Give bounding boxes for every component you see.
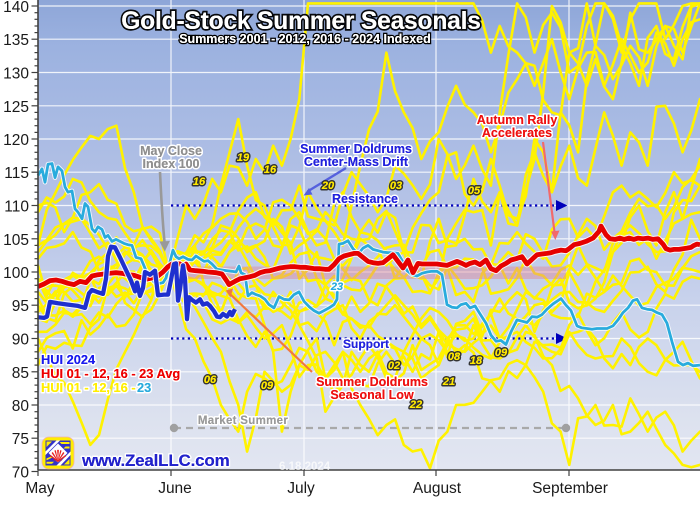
- svg-text:Seasonal Low: Seasonal Low: [330, 388, 414, 402]
- svg-text:www.ZealLLC.com: www.ZealLLC.com: [81, 451, 230, 470]
- svg-text:18: 18: [470, 355, 483, 367]
- svg-text:09: 09: [495, 347, 508, 359]
- svg-text:22: 22: [409, 399, 422, 411]
- svg-text:95: 95: [12, 298, 29, 315]
- svg-text:80: 80: [12, 398, 30, 415]
- svg-text:22: 22: [409, 399, 422, 411]
- svg-text:135: 135: [3, 32, 29, 49]
- svg-text:HUI 2024: HUI 2024: [41, 352, 96, 367]
- svg-text:May: May: [25, 480, 55, 497]
- svg-text:Center-Mass Drift: Center-Mass Drift: [304, 155, 409, 169]
- svg-text:16: 16: [264, 164, 277, 176]
- svg-text:May Close: May Close: [140, 144, 202, 158]
- svg-text:Center-Mass Drift: Center-Mass Drift: [304, 155, 409, 169]
- svg-text:Resistance: Resistance: [332, 192, 398, 206]
- svg-text:08: 08: [448, 351, 461, 363]
- svg-text:Summer Doldrums: Summer Doldrums: [300, 142, 412, 156]
- svg-text:Accelerates: Accelerates: [482, 126, 552, 140]
- svg-text:HUI 01 - 12, 16 - 23 Avg: HUI 01 - 12, 16 - 23 Avg: [41, 366, 180, 381]
- svg-text:Autumn Rally: Autumn Rally: [477, 113, 558, 127]
- svg-text:23: 23: [137, 380, 151, 395]
- svg-text:Resistance: Resistance: [332, 192, 398, 206]
- svg-text:120: 120: [3, 132, 29, 149]
- svg-text:August: August: [413, 480, 462, 497]
- svg-text:23: 23: [137, 380, 151, 395]
- svg-text:Gold-Stock Summer Seasonals: Gold-Stock Summer Seasonals: [121, 8, 481, 35]
- svg-text:September: September: [532, 480, 608, 497]
- svg-text:02: 02: [388, 360, 400, 372]
- svg-text:Market Summer: Market Summer: [198, 415, 288, 427]
- svg-text:Summer Doldrums: Summer Doldrums: [300, 142, 412, 156]
- svg-text:05: 05: [468, 185, 481, 197]
- svg-text:Support: Support: [343, 337, 389, 351]
- svg-text:125: 125: [3, 99, 29, 116]
- svg-text:21: 21: [442, 376, 455, 388]
- svg-text:May Close: May Close: [140, 144, 202, 158]
- svg-text:02: 02: [388, 360, 400, 372]
- svg-text:90: 90: [12, 332, 30, 349]
- svg-text:23: 23: [330, 281, 343, 293]
- svg-text:130: 130: [3, 66, 29, 83]
- svg-text:16: 16: [193, 176, 206, 188]
- svg-text:18: 18: [470, 355, 483, 367]
- svg-text:Summer Doldrums: Summer Doldrums: [316, 375, 428, 389]
- svg-text:09: 09: [261, 380, 274, 392]
- svg-text:Summer Doldrums: Summer Doldrums: [316, 375, 428, 389]
- svg-text:16: 16: [193, 176, 206, 188]
- svg-text:06: 06: [204, 374, 217, 386]
- svg-text:21: 21: [442, 376, 455, 388]
- svg-text:Index 100: Index 100: [143, 157, 200, 171]
- svg-text:20: 20: [321, 180, 335, 192]
- svg-text:03: 03: [390, 180, 402, 192]
- svg-text:105: 105: [3, 232, 29, 249]
- svg-text:Summers 2001 - 2012, 2016 - 20: Summers 2001 - 2012, 2016 - 2024 Indexed: [179, 32, 431, 46]
- svg-text:16: 16: [264, 164, 277, 176]
- svg-text:75: 75: [12, 431, 29, 448]
- svg-text:Gold-Stock Summer Seasonals: Gold-Stock Summer Seasonals: [121, 8, 481, 35]
- svg-text:20: 20: [321, 180, 335, 192]
- svg-text:05: 05: [468, 185, 481, 197]
- svg-text:09: 09: [261, 380, 274, 392]
- svg-text:115: 115: [4, 165, 29, 182]
- svg-text:HUI 01 - 12, 16 -: HUI 01 - 12, 16 -: [41, 380, 136, 395]
- svg-text:www.ZealLLC.com: www.ZealLLC.com: [81, 451, 230, 470]
- svg-text:23: 23: [330, 281, 343, 293]
- svg-text:19: 19: [237, 152, 250, 164]
- svg-text:110: 110: [4, 199, 29, 216]
- svg-text:Accelerates: Accelerates: [482, 126, 552, 140]
- svg-text:Support: Support: [343, 337, 389, 351]
- svg-text:100: 100: [3, 265, 29, 282]
- svg-text:Seasonal Low: Seasonal Low: [330, 388, 414, 402]
- svg-text:July: July: [287, 480, 315, 497]
- svg-text:Autumn Rally: Autumn Rally: [477, 113, 558, 127]
- svg-text:03: 03: [390, 180, 402, 192]
- svg-text:HUI 01 - 12, 16 -: HUI 01 - 12, 16 -: [41, 380, 136, 395]
- svg-text:Index 100: Index 100: [143, 157, 200, 171]
- svg-text:6.18.2024: 6.18.2024: [279, 461, 331, 473]
- svg-text:HUI 01 - 12, 16 - 23 Avg: HUI 01 - 12, 16 - 23 Avg: [41, 366, 180, 381]
- svg-text:140: 140: [3, 0, 29, 16]
- svg-text:Summers 2001 - 2012, 2016 - 20: Summers 2001 - 2012, 2016 - 2024 Indexed: [179, 32, 431, 46]
- svg-text:09: 09: [495, 347, 508, 359]
- svg-text:06: 06: [204, 374, 217, 386]
- svg-text:19: 19: [237, 152, 250, 164]
- svg-text:HUI 2024: HUI 2024: [41, 352, 96, 367]
- svg-text:Market Summer: Market Summer: [198, 415, 288, 427]
- svg-text:June: June: [158, 480, 192, 497]
- svg-text:85: 85: [12, 365, 29, 382]
- svg-text:08: 08: [448, 351, 461, 363]
- svg-text:70: 70: [12, 465, 30, 482]
